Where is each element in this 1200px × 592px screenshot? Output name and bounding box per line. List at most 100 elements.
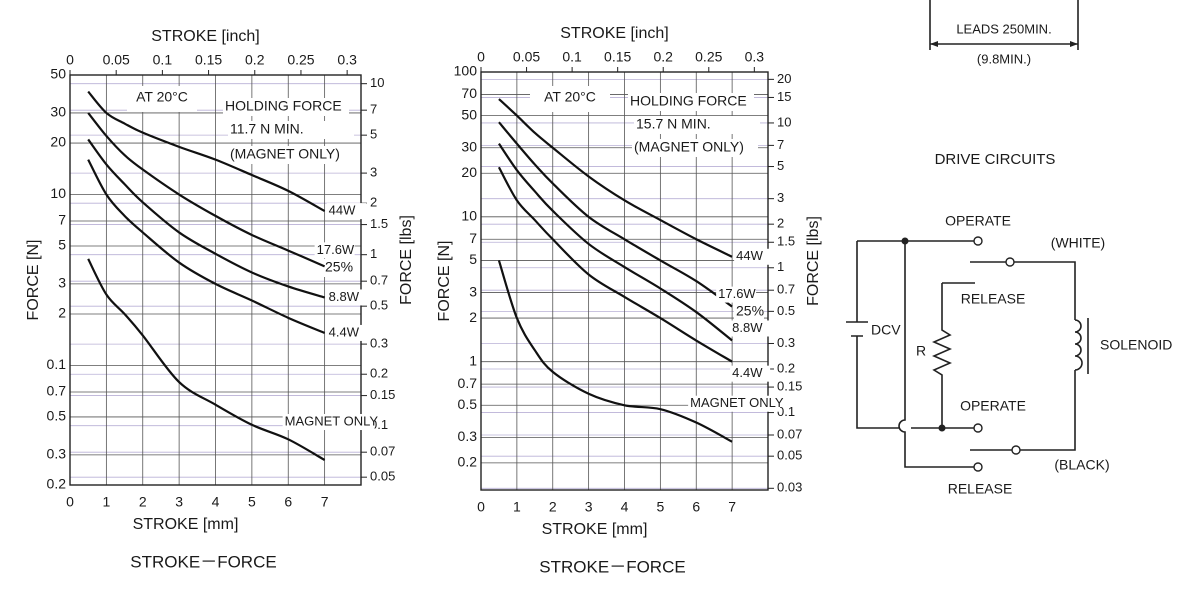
annotation-bg [228,146,354,164]
circuit-label: DCV [871,322,901,338]
y2-tick-label: 10 [777,114,791,129]
y2-tick-label: 5 [777,158,784,173]
series-label-bg [326,289,367,306]
series-label: 4.4W [732,365,763,380]
series-label-bg [282,414,375,431]
series-label: MAGNET ONLY [285,413,379,428]
circuit-label: (BLACK) [1054,457,1109,473]
x2-tick-label: 0.1 [562,49,582,65]
x-tick-label: 2 [139,494,147,510]
series-label: 4.4W [329,324,360,339]
annotation-bg [538,89,602,107]
series-line [87,90,326,213]
x2-tick-label: 0.3 [337,52,357,68]
y2-tick-label: 0.2 [370,366,388,381]
circuit-label: OPERATE [960,398,1026,414]
y-axis-label: FORCE [N] [25,240,42,321]
x-tick-label: 7 [321,494,329,510]
series-line [87,159,326,334]
x2-tick-label: 0.3 [745,49,765,65]
x2-tick-label: 0.25 [695,49,722,65]
annotation: HOLDING FORCE [225,98,342,114]
y-tick-label: 0.7 [458,375,478,391]
series-label: MAGNET ONLY [690,395,784,410]
series-line [497,260,733,443]
y-tick-label: 100 [454,63,478,79]
y-tick-label: 10 [50,185,66,201]
y2-tick-label: 0.7 [777,282,795,297]
battery [846,321,868,337]
x-tick-label: 5 [656,499,664,515]
x2-axis-label: STROKE [inch] [151,28,259,45]
y-tick-label: 70 [461,85,477,101]
x-tick-label: 5 [248,494,256,510]
series-label: 44W [329,203,356,218]
y-axis-label: FORCE [N] [436,241,453,322]
circuit-label: (WHITE) [1051,235,1105,251]
y2-tick-label: 0.15 [777,379,802,394]
series-label-bg [326,203,367,220]
annotation: 25% [736,303,764,319]
annotation: 11.7 N MIN. [230,121,304,137]
y-tick-label: 30 [50,104,66,120]
leads-inch-label: (9.8MIN.) [977,51,1031,66]
x2-tick-label: 0 [66,52,74,68]
y-tick-label: 5 [58,237,66,253]
y2-tick-label: 5 [370,127,377,142]
x-tick-label: 0 [66,494,74,510]
circuit-label: SOLENOID [1100,337,1172,353]
series-line [498,121,733,308]
y-tick-label: 0.1 [47,356,67,372]
y-tick-label: 5 [469,251,477,267]
y-tick-label: 0.3 [458,428,478,444]
series-label-bg [716,286,757,303]
y2-tick-label: 1 [777,259,784,274]
contacts [973,236,1021,472]
y-tick-label: 0.7 [47,383,67,399]
annotation: (MAGNET ONLY) [634,139,744,155]
y2-tick-label: 1.5 [370,216,388,231]
circuit-label: RELEASE [961,291,1026,307]
annotation-bg [228,121,354,139]
x2-tick-label: 0.25 [287,52,314,68]
y-tick-label: 0.2 [47,476,67,492]
series-label-bg [326,324,367,341]
y-tick-label: 0.3 [47,446,67,462]
series-label: 17.6W [718,286,756,301]
y2-tick-label: 0.05 [370,469,395,484]
chart-title: STROKE－FORCE [539,557,685,576]
annotation: HOLDING FORCE [630,93,747,109]
circuit-label: R [916,343,926,359]
annotation: AT 20°C [136,89,188,105]
y2-tick-label: 20 [777,71,791,86]
series-label: 8.8W [329,289,360,304]
x-tick-label: 0 [477,499,485,515]
series-label-bg [314,242,355,259]
y2-tick-label: 7 [370,102,377,117]
annotation: 15.7 N MIN. [636,116,711,132]
plot-frame [480,71,769,491]
x-axis-label: STROKE [mm] [133,516,239,533]
x-tick-label: 1 [513,499,521,515]
plot-frame [69,74,362,486]
y-tick-label: 20 [461,164,477,180]
annotation: 25% [325,259,353,275]
y2-tick-label: 0.7 [370,273,388,288]
x2-tick-label: 0 [477,49,485,65]
circuit-label: OPERATE [945,213,1011,229]
annotation-bg [734,303,764,321]
y2-axis-label: FORCE [lbs] [805,216,822,306]
x-tick-label: 4 [212,494,220,510]
series-label-bg [730,365,771,382]
annotation-bg [632,139,758,157]
solenoid-coil [1012,261,1089,451]
x2-tick-label: 0.15 [195,52,222,68]
y-tick-label: 0.2 [458,454,478,470]
y-tick-label: 10 [461,208,477,224]
y2-axis-label: FORCE [lbs] [398,215,415,305]
x2-axis-label: STROKE [inch] [560,25,668,42]
series-line [87,258,326,461]
y2-tick-label: 0.3 [370,336,388,351]
drive-circuit-diagram: LEADS 250MIN. (9.8MIN.) DRIVE CIRCUITS O… [846,0,1172,497]
